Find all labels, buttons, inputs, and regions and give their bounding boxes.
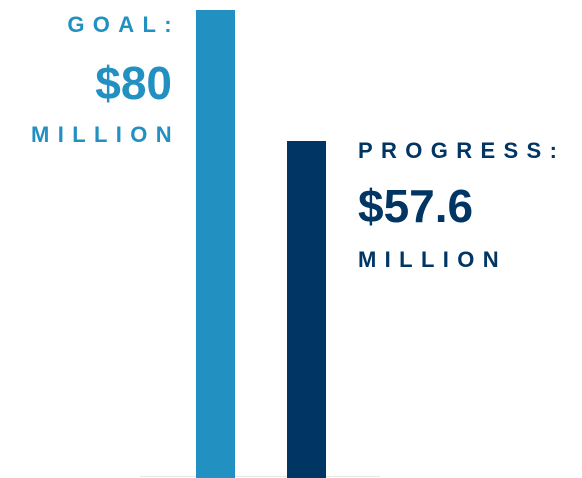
- goal-amount: $80: [95, 57, 172, 109]
- goal-unit: MILLION: [31, 122, 180, 147]
- goal-kicker: GOAL:: [67, 12, 180, 37]
- goal-label-block: GOAL: $80 MILLION: [0, 0, 172, 160]
- progress-amount: $57.6: [358, 180, 474, 232]
- progress-unit: MILLION: [358, 247, 507, 272]
- goal-bar: [196, 10, 235, 478]
- progress-kicker: PROGRESS:: [358, 138, 566, 163]
- progress-label-block: PROGRESS: $57.6 MILLION: [358, 0, 582, 280]
- chart-baseline: [140, 476, 380, 477]
- progress-bar: [287, 141, 326, 478]
